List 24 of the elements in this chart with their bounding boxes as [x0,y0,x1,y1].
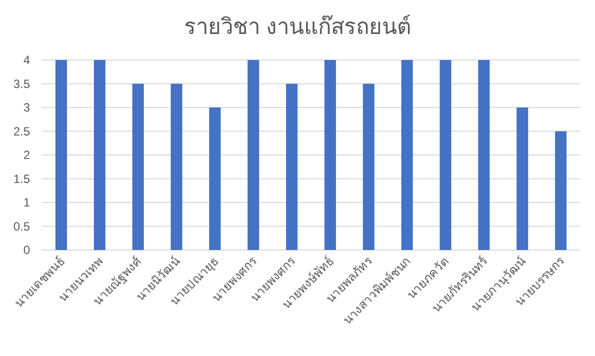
y-tick-label: 1 [23,196,30,210]
bar [478,60,490,250]
bar [286,84,298,250]
y-tick-label: 4 [23,53,30,67]
bar [324,60,336,250]
bar [516,108,528,250]
y-tick-label: 0 [23,243,30,257]
bar [132,84,144,250]
bar [440,60,452,250]
y-tick-label: 1.5 [13,172,30,186]
y-tick-label: 3.5 [13,76,30,91]
bar [55,60,67,250]
bar [94,60,106,250]
y-tick-label: 3 [23,100,30,114]
bar [209,108,221,250]
bar [170,84,182,250]
chart-title: รายวิชา งานแก๊สรถยนต์ [184,14,412,39]
y-tick-label: 0.5 [13,219,30,234]
bar [401,60,413,250]
y-tick-label: 2 [23,148,30,162]
bar [555,131,567,250]
bar [362,84,374,250]
bar [248,60,260,250]
y-tick-label: 2.5 [13,124,30,138]
